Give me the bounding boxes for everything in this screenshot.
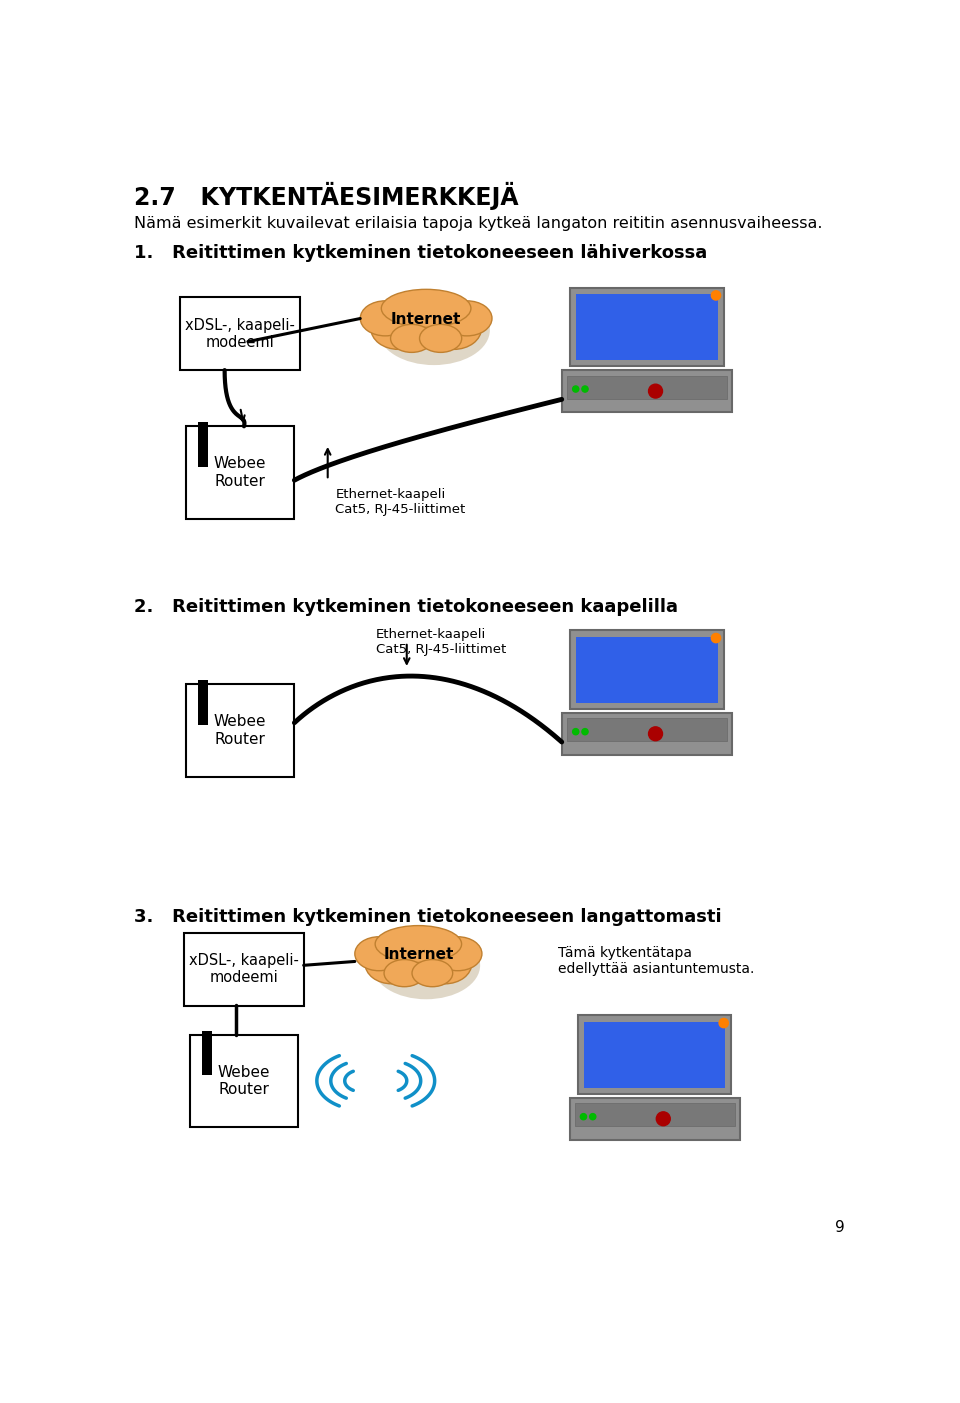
Ellipse shape [365,943,419,984]
Ellipse shape [381,289,471,327]
Text: Tämä kytkentätapa
edellyttää asiantuntemusta.: Tämä kytkentätapa edellyttää asiantuntem… [558,946,755,976]
Ellipse shape [371,307,426,349]
Circle shape [589,1114,596,1120]
Circle shape [572,386,579,391]
FancyBboxPatch shape [570,288,724,366]
Ellipse shape [412,960,453,986]
Text: 2.7   KYTKENTÄESIMERKKEJÄ: 2.7 KYTKENTÄESIMERKKEJÄ [134,182,518,210]
Ellipse shape [384,960,424,986]
Text: Nämä esimerkit kuvailevat erilaisia tapoja kytkeä langaton reititin asennusvaihe: Nämä esimerkit kuvailevat erilaisia tapo… [134,216,823,231]
FancyBboxPatch shape [199,422,208,467]
FancyBboxPatch shape [567,376,727,398]
Text: 9: 9 [835,1219,845,1235]
Ellipse shape [378,295,490,365]
Circle shape [711,633,721,643]
Ellipse shape [390,296,463,348]
Text: xDSL-, kaapeli-
modeemi: xDSL-, kaapeli- modeemi [189,953,299,985]
Ellipse shape [391,324,433,352]
Circle shape [711,290,721,300]
Circle shape [649,384,662,398]
FancyBboxPatch shape [186,427,295,519]
Circle shape [649,727,662,741]
Text: Internet: Internet [391,311,462,327]
Text: Ethernet-kaapeli
Cat5, RJ-45-liittimet: Ethernet-kaapeli Cat5, RJ-45-liittimet [335,488,466,516]
FancyBboxPatch shape [186,685,295,777]
FancyBboxPatch shape [562,713,732,755]
FancyBboxPatch shape [180,297,300,370]
Ellipse shape [434,937,482,971]
Ellipse shape [360,300,410,335]
Text: Webee
Router: Webee Router [218,1065,271,1097]
Ellipse shape [420,324,462,352]
Circle shape [582,386,588,391]
Text: Internet: Internet [383,947,453,962]
Ellipse shape [442,300,492,335]
Ellipse shape [383,933,453,984]
Circle shape [719,1019,729,1027]
Ellipse shape [375,926,462,962]
FancyBboxPatch shape [585,1021,725,1087]
Text: 1.   Reitittimen kytkeminen tietokoneeseen lähiverkossa: 1. Reitittimen kytkeminen tietokoneeseen… [134,244,708,262]
FancyBboxPatch shape [575,1103,734,1127]
Text: 3.   Reitittimen kytkeminen tietokoneeseen langattomasti: 3. Reitittimen kytkeminen tietokoneeseen… [134,908,722,926]
Ellipse shape [372,932,480,999]
FancyBboxPatch shape [569,1097,740,1139]
Circle shape [572,728,579,735]
FancyBboxPatch shape [184,933,304,1006]
FancyBboxPatch shape [576,293,717,361]
FancyBboxPatch shape [203,1031,212,1076]
Text: xDSL-, kaapeli-
modeemi: xDSL-, kaapeli- modeemi [185,317,295,351]
Text: Webee
Router: Webee Router [214,714,266,746]
FancyBboxPatch shape [190,1034,299,1127]
Text: Webee
Router: Webee Router [214,456,266,488]
Circle shape [657,1111,670,1125]
FancyBboxPatch shape [570,630,724,709]
FancyBboxPatch shape [578,1016,732,1094]
FancyBboxPatch shape [199,680,208,725]
FancyBboxPatch shape [576,637,717,703]
Circle shape [581,1114,587,1120]
Ellipse shape [355,937,403,971]
FancyBboxPatch shape [562,370,732,412]
Circle shape [582,728,588,735]
Text: 2.   Reitittimen kytkeminen tietokoneeseen kaapelilla: 2. Reitittimen kytkeminen tietokoneeseen… [134,598,678,616]
Text: Ethernet-kaapeli
Cat5, RJ-45-liittimet: Ethernet-kaapeli Cat5, RJ-45-liittimet [375,629,506,657]
FancyBboxPatch shape [567,718,727,741]
Ellipse shape [419,943,471,984]
Ellipse shape [426,307,482,349]
